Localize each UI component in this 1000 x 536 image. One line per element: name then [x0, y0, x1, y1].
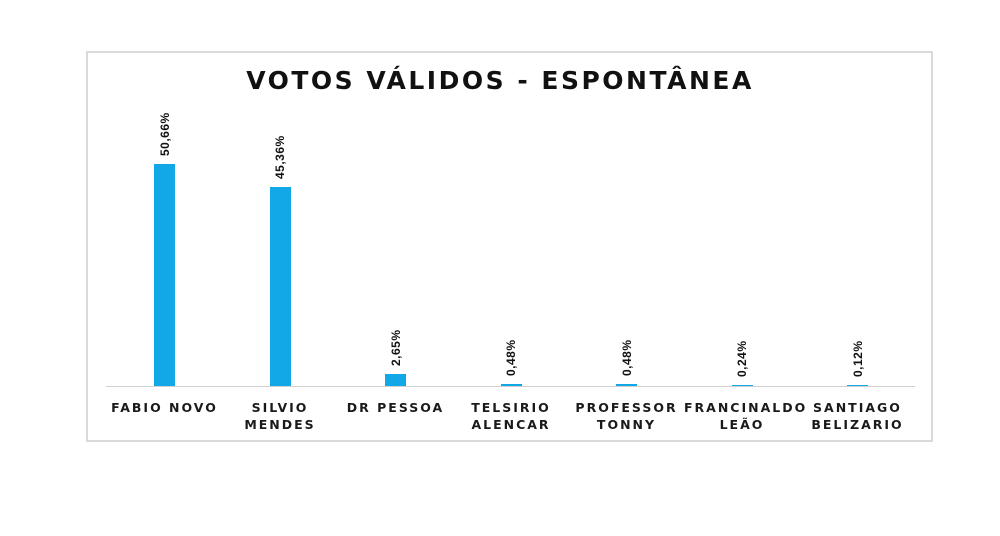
chart-title: VOTOS VÁLIDOS - ESPONTÂNEA — [246, 66, 754, 95]
bar — [847, 385, 868, 386]
category-label: FABIO NOVO — [111, 400, 218, 415]
x-axis-line — [106, 386, 915, 387]
data-label: 0,24% — [735, 340, 749, 377]
data-label: 0,48% — [619, 339, 634, 376]
category-label: PROFESSOR TONNY — [575, 400, 678, 432]
category-label: DR PESSOA — [346, 400, 445, 415]
data-label: 0,12% — [850, 340, 865, 377]
category-label: TELSIRIO ALENCAR — [471, 400, 551, 432]
bar — [154, 164, 175, 386]
bar — [731, 384, 753, 386]
category-label: SILVIO MENDES — [244, 400, 316, 432]
chart-frame — [86, 51, 933, 442]
bar — [269, 187, 291, 386]
data-label: 50,66% — [157, 112, 172, 156]
data-label: 0,48% — [504, 339, 518, 376]
bar — [500, 383, 522, 386]
category-label: FRANCINALDO LEÃO — [684, 400, 808, 432]
bar — [616, 383, 637, 386]
category-label: SANTIAGO BELIZARIO — [811, 400, 904, 432]
bar — [385, 374, 406, 386]
data-label: 45,36% — [273, 135, 287, 180]
data-label: 2,65% — [388, 329, 403, 367]
